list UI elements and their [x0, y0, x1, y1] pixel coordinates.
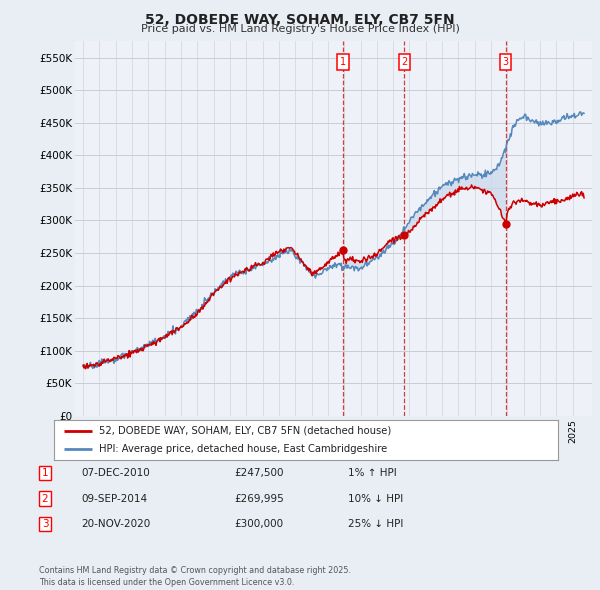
- Text: 3: 3: [41, 519, 49, 529]
- Text: HPI: Average price, detached house, East Cambridgeshire: HPI: Average price, detached house, East…: [100, 444, 388, 454]
- Text: 10% ↓ HPI: 10% ↓ HPI: [348, 494, 403, 503]
- Text: 52, DOBEDE WAY, SOHAM, ELY, CB7 5FN: 52, DOBEDE WAY, SOHAM, ELY, CB7 5FN: [145, 13, 455, 27]
- Text: 52, DOBEDE WAY, SOHAM, ELY, CB7 5FN (detached house): 52, DOBEDE WAY, SOHAM, ELY, CB7 5FN (det…: [100, 426, 392, 436]
- Text: £269,995: £269,995: [234, 494, 284, 503]
- Text: 2: 2: [401, 57, 407, 67]
- Text: 2: 2: [41, 494, 49, 503]
- Text: £247,500: £247,500: [234, 468, 284, 478]
- Text: 20-NOV-2020: 20-NOV-2020: [81, 519, 150, 529]
- Text: 1: 1: [340, 57, 346, 67]
- Text: 1% ↑ HPI: 1% ↑ HPI: [348, 468, 397, 478]
- Text: Contains HM Land Registry data © Crown copyright and database right 2025.
This d: Contains HM Land Registry data © Crown c…: [39, 566, 351, 587]
- Text: £300,000: £300,000: [234, 519, 283, 529]
- Text: Price paid vs. HM Land Registry's House Price Index (HPI): Price paid vs. HM Land Registry's House …: [140, 24, 460, 34]
- Text: 07-DEC-2010: 07-DEC-2010: [81, 468, 150, 478]
- Text: 09-SEP-2014: 09-SEP-2014: [81, 494, 147, 503]
- Text: 3: 3: [503, 57, 509, 67]
- Text: 1: 1: [41, 468, 49, 478]
- Text: 25% ↓ HPI: 25% ↓ HPI: [348, 519, 403, 529]
